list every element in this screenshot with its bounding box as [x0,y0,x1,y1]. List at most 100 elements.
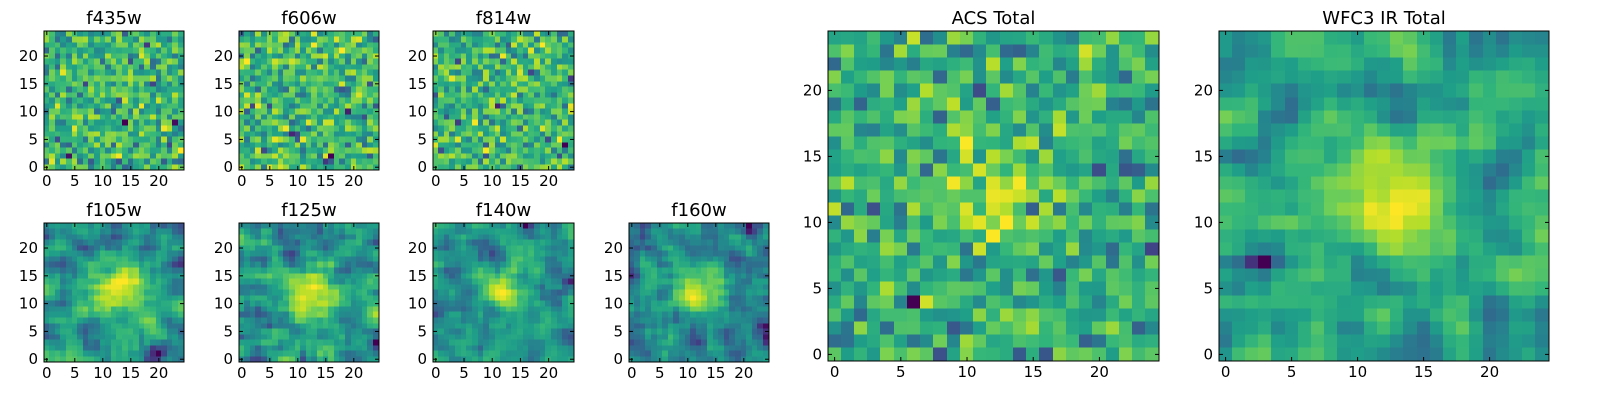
y-tick-label: 15 [214,75,233,93]
heatmap-cell [528,158,535,165]
heatmap-cell [511,119,518,126]
heatmap-cell [272,153,279,159]
heatmap-cell [77,42,84,48]
heatmap-cell [707,239,714,246]
heatmap-cell [523,278,529,285]
heatmap-cell [746,256,753,262]
heatmap-cell [528,317,535,324]
heatmap-cell [272,142,279,148]
heatmap-cell [523,164,529,171]
heatmap-cell [729,317,736,324]
heatmap-cell [757,267,764,274]
heatmap-cell [640,223,646,229]
heatmap-cell [545,42,552,48]
heatmap-cell [920,347,934,362]
heatmap-cell [339,75,346,82]
heatmap-cell [128,58,134,65]
heatmap-cell [72,306,78,312]
heatmap-cell [323,256,329,262]
heatmap-cell [461,273,467,279]
heatmap-cell [83,47,89,54]
heatmap-cell [255,228,262,235]
heatmap-cell [741,228,747,235]
heatmap-cell [455,339,462,346]
heatmap-cell [455,147,462,154]
heatmap-cell [1039,334,1054,348]
heatmap-cell [144,311,151,318]
heatmap-cell [94,58,101,65]
heatmap-cell [60,339,67,346]
heatmap-cell [1013,189,1027,203]
heatmap-cell [472,58,479,65]
heatmap-cell [105,153,112,159]
heatmap-cell [433,323,439,329]
heatmap-cell [122,278,129,285]
heatmap-cell [356,136,363,143]
heatmap-cell [244,345,251,351]
heatmap-cell [94,256,101,262]
heatmap-cell [523,317,529,324]
heatmap-cell [339,158,346,165]
heatmap-cell [295,228,301,235]
heatmap-cell [1119,308,1133,322]
heatmap-cell [1132,163,1146,177]
heatmap-cell [466,339,473,346]
heatmap-cell [495,306,501,312]
heatmap-cell [1092,215,1107,230]
heatmap-cell [373,284,380,290]
heatmap-cell [461,284,467,290]
heatmap-cell [557,328,563,335]
heatmap-cell [534,153,541,159]
heatmap-cell [116,47,123,54]
heatmap-cell [367,69,374,76]
heatmap-cell [528,284,535,290]
heatmap-cell [100,239,106,246]
heatmap-cell [150,36,157,43]
heatmap-cell [1053,295,1067,309]
heatmap-cell [362,47,368,54]
heatmap-cell [88,328,95,335]
heatmap-cell [128,103,134,109]
heatmap-cell [433,147,439,154]
heatmap-cell [662,234,669,240]
heatmap-cell [662,300,669,307]
heatmap-cell [478,53,484,59]
heatmap-cell [690,306,697,312]
x-tick-label: 0 [627,364,637,382]
heatmap-cell [49,250,56,257]
heatmap-cell [528,245,535,251]
heatmap-cell [244,103,251,109]
x-tick-label: 10 [93,364,112,382]
heatmap-cell [334,300,340,307]
heatmap-cell [438,339,445,346]
heatmap-cell [239,36,245,43]
x-tick-label: 15 [511,364,530,382]
heatmap-cell [88,234,95,240]
heatmap-cell [551,58,558,65]
heatmap-cell [461,311,467,318]
heatmap-cell [150,108,157,115]
heatmap-cell [489,228,496,235]
heatmap-cell [367,114,374,120]
heatmap-cell [94,142,101,148]
x-tick-label: 0 [431,172,441,190]
heatmap-cell [741,334,747,340]
heatmap-cell [568,125,575,132]
heatmap-cell [907,149,921,164]
heatmap-cell [489,350,496,357]
heatmap-cell [55,323,61,329]
heatmap-cell [528,300,535,307]
heatmap-cell [178,58,185,65]
heatmap-cell [255,97,262,104]
heatmap-cell [317,47,324,54]
heatmap-cell [1079,321,1093,335]
heatmap-cell [662,273,669,279]
heatmap-cell [438,234,445,240]
heatmap-cell [144,356,151,363]
heatmap-cell [306,267,312,274]
heatmap-cell [272,356,279,363]
heatmap-cell [444,103,450,109]
heatmap-cell [933,347,948,362]
heatmap-cell [986,189,1001,203]
heatmap-cell [651,245,658,251]
